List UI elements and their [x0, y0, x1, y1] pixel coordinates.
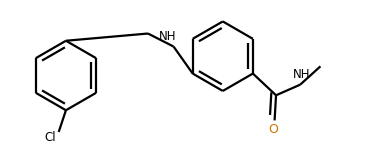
Text: O: O — [268, 123, 278, 136]
Text: NH: NH — [293, 67, 310, 80]
Text: NH: NH — [159, 30, 177, 43]
Text: Cl: Cl — [44, 131, 56, 144]
